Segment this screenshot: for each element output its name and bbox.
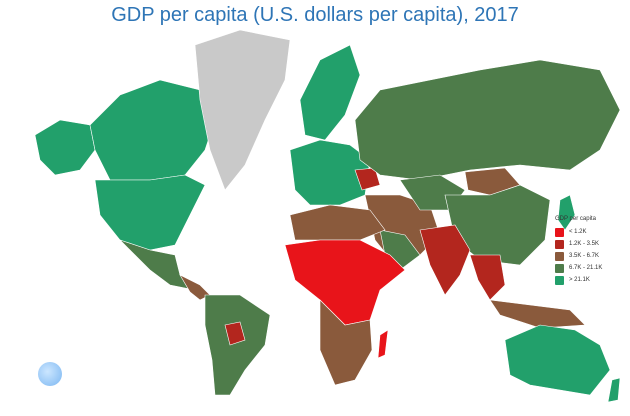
- legend-label: 6.7K - 21.1K: [569, 265, 603, 271]
- region-scandinavia: [299, 44, 361, 141]
- region-se-asia: [469, 254, 506, 301]
- legend-item: 6.7K - 21.1K: [555, 262, 602, 274]
- watermark-logo: [38, 362, 62, 386]
- region-russia: [354, 59, 621, 181]
- region-new-zealand: [607, 377, 621, 403]
- region-indonesia: [489, 299, 586, 329]
- region-canada: [89, 79, 216, 181]
- legend-swatch: [555, 251, 564, 261]
- legend-swatch: [555, 275, 564, 285]
- region-southern-africa: [319, 299, 373, 386]
- legend-title: GDP per capita: [555, 216, 596, 222]
- legend-item: < 1.2K: [555, 226, 602, 238]
- region-madagascar: [377, 329, 389, 359]
- region-alaska: [34, 119, 96, 176]
- region-bolivia: [224, 321, 246, 346]
- legend-label: > 21.1K: [569, 277, 590, 283]
- legend-items: < 1.2K 1.2K - 3.5K 3.5K - 6.7K 6.7K - 21.1K…: [555, 226, 602, 286]
- region-japan: [557, 194, 576, 231]
- region-sub-saharan: [284, 239, 406, 326]
- legend-item: > 21.1K: [555, 274, 602, 286]
- legend-swatch: [555, 227, 564, 237]
- region-ukraine: [354, 167, 381, 191]
- region-india: [419, 224, 471, 296]
- map-title: GDP per capita (U.S. dollars per capita)…: [111, 4, 519, 26]
- legend-label: 1.2K - 3.5K: [569, 241, 600, 247]
- legend-swatch: [555, 263, 564, 273]
- legend-item: 1.2K - 3.5K: [555, 238, 602, 250]
- region-north-africa: [289, 204, 386, 241]
- legend-item: 3.5K - 6.7K: [555, 250, 602, 262]
- region-greenland: [194, 29, 291, 191]
- legend-swatch: [555, 239, 564, 249]
- legend-label: < 1.2K: [569, 229, 587, 235]
- region-south-america: [204, 294, 271, 396]
- legend-label: 3.5K - 6.7K: [569, 253, 600, 259]
- legend: GDP per capita < 1.2K 1.2K - 3.5K 3.5K - 6…: [555, 216, 602, 286]
- region-usa: [94, 174, 206, 251]
- region-australia: [504, 324, 611, 396]
